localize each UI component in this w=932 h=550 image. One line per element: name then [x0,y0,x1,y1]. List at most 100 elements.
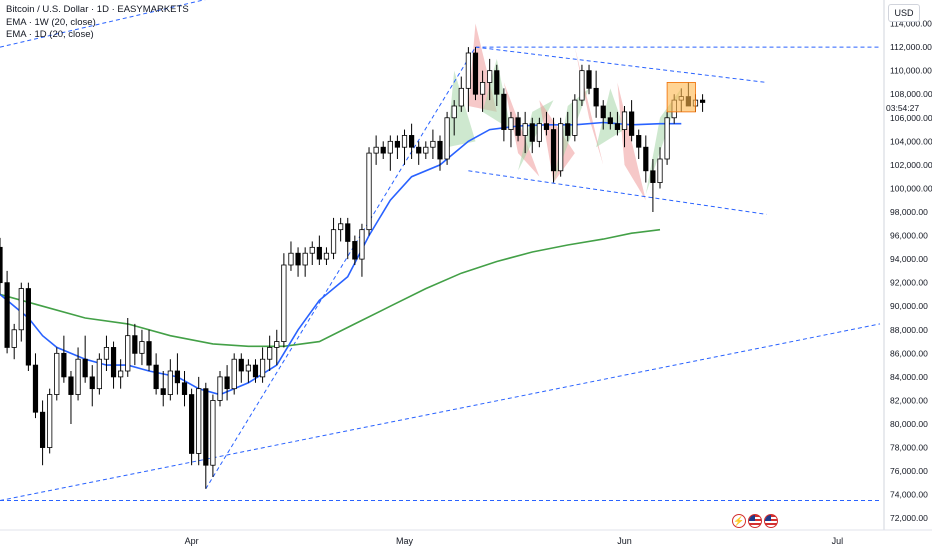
candle-body [118,370,124,378]
candle-body [259,358,266,378]
candle [61,335,67,383]
price-tick-label: 100,000.00 [890,183,932,193]
candle [110,341,117,389]
candle-body [217,376,223,401]
candle [352,235,358,265]
candle-body [444,117,450,160]
candle-body [501,93,507,130]
price-tick-label: 82,000.00 [890,395,928,405]
candle-body [330,229,337,254]
candle-body [387,140,393,154]
ema-weekly-line [0,228,661,348]
candle [479,70,486,112]
candle [600,100,606,130]
price-tick-label: 98,000.00 [890,207,928,217]
symbol-title[interactable]: Bitcoin / U.S. Dollar · 1D · EASYMARKETS [6,4,189,15]
candle [231,353,237,395]
candle [274,329,280,366]
candle [380,141,386,159]
price-tick-label: 86,000.00 [890,348,928,358]
candle-body [323,252,330,260]
trendline [205,46,476,490]
candle-body [245,364,251,372]
candle [82,335,88,383]
candle [657,147,663,189]
candle [139,329,145,366]
candle-body [167,370,173,395]
ema-daily-path [0,121,682,396]
candle [501,88,507,142]
candle [650,159,656,212]
event-markers: ⚡ [732,514,778,528]
candle [529,117,535,154]
candle [68,371,74,424]
candle [487,58,493,101]
candle-body [699,99,706,103]
candle-body [465,52,471,89]
candle-body [267,347,273,360]
candle-body [366,152,372,231]
candle-body [210,400,216,466]
candle [295,247,301,277]
candle [75,347,81,401]
candle-body [636,135,642,148]
candle [614,111,621,136]
candle [465,47,471,112]
zone-red [574,47,604,165]
candle-body [657,158,663,183]
candle [217,371,223,407]
candle-body [529,123,535,142]
candle [210,394,216,477]
currency-button[interactable]: USD [888,4,920,22]
candle-body [11,329,17,348]
candle-body [380,146,386,154]
candle [32,353,39,419]
candle-body [82,358,88,378]
candle-body [309,246,315,254]
candle-body [160,388,166,395]
candle [288,241,294,271]
candle-body [174,370,181,384]
candle-body [536,123,542,142]
candle [387,135,393,171]
candle [4,270,10,354]
candle [316,235,322,265]
price-tick-label: 78,000.00 [890,443,928,453]
candle-body [47,394,53,448]
candle-body [437,140,443,160]
candle [409,123,415,159]
candle [401,129,408,165]
candle-body [224,376,230,390]
candle-body [487,70,493,83]
candle-body [25,288,31,366]
candle [338,217,344,242]
ema-weekly-label[interactable]: EMA · 1W (20, close) [6,16,96,28]
candle [174,353,181,395]
candle [167,359,173,401]
candle [281,253,287,348]
candle-body [316,246,322,260]
candle-body [565,123,571,136]
lightning-icon[interactable]: ⚡ [732,514,746,528]
candle-body [110,347,117,378]
candle-body [61,352,67,378]
time-tick-label: Apr [185,536,199,546]
candle [416,141,422,165]
candle [146,329,152,371]
us-flag-icon[interactable] [764,514,778,528]
candle-body [32,364,39,413]
candle-body [203,388,209,466]
price-tick-label: 108,000.00 [890,89,932,99]
candle-body [231,358,237,390]
candle [643,135,649,183]
ema-daily-label[interactable]: EMA · 1D (20, close) [6,29,94,40]
candle-body [394,140,401,148]
current-price-box [666,82,696,113]
us-flag-icon[interactable] [748,514,762,528]
candle [345,217,351,260]
candle-body [522,123,528,136]
candle-body [252,364,259,378]
candle-body [352,241,358,260]
candle-body [139,341,145,354]
